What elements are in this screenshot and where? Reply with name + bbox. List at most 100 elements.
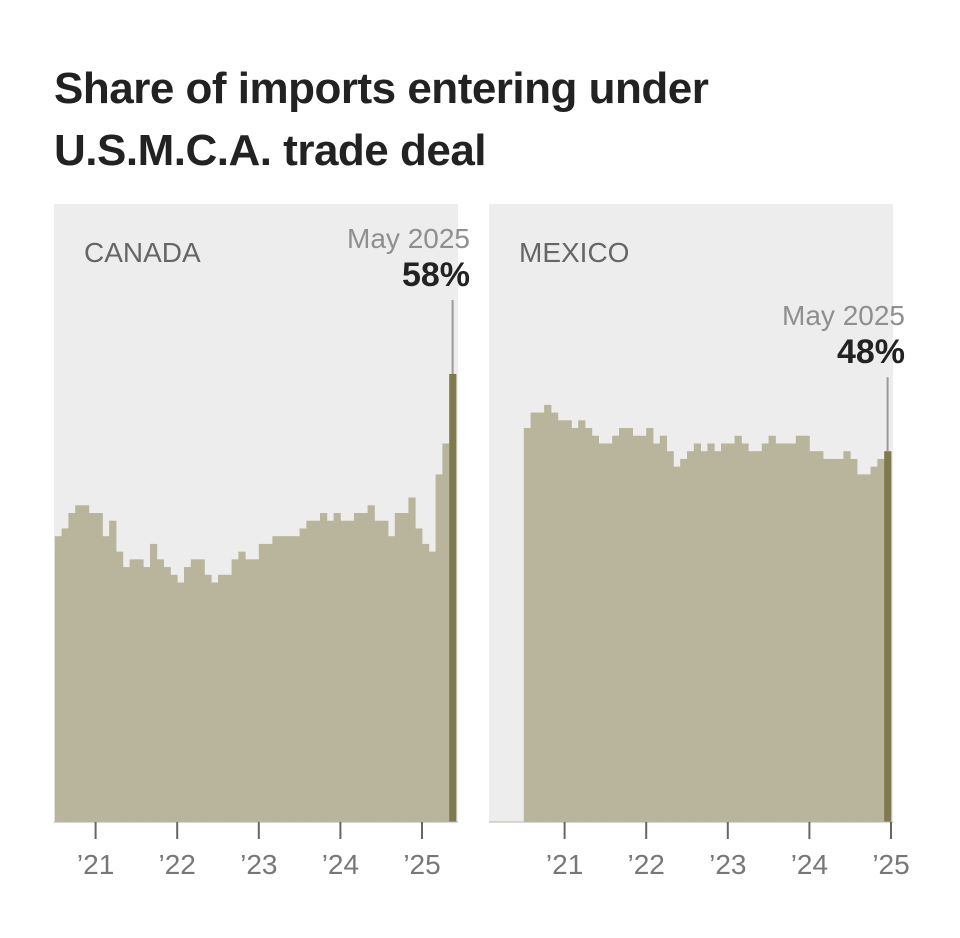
- bar: [639, 435, 647, 822]
- bar: [789, 443, 797, 822]
- bar: [156, 559, 164, 822]
- bar: [422, 543, 430, 822]
- bar: [367, 505, 375, 822]
- bar: [802, 435, 810, 822]
- bar: [734, 435, 742, 822]
- bar: [809, 451, 817, 822]
- bars-group: [54, 373, 457, 823]
- bar: [170, 574, 178, 822]
- bar: [184, 567, 192, 822]
- bar: [381, 520, 389, 822]
- bar: [571, 428, 579, 822]
- x-tick-label: ’24: [322, 849, 359, 880]
- bar: [177, 582, 185, 822]
- bar: [598, 443, 606, 822]
- bar: [755, 451, 763, 822]
- bar: [88, 513, 96, 822]
- bar: [306, 520, 314, 822]
- bar: [442, 443, 450, 822]
- bar: [653, 443, 661, 822]
- panel-canada: ’21 ’22 ’23 ’24 ’25 CANADA May 2025 58%: [54, 204, 470, 880]
- bar: [619, 428, 627, 822]
- bar: [218, 574, 226, 822]
- bar: [61, 528, 69, 822]
- bar: [354, 513, 362, 822]
- bar-latest: [884, 451, 892, 822]
- bar: [238, 551, 246, 823]
- bar: [245, 559, 253, 822]
- panel-label: CANADA: [84, 237, 201, 268]
- bar: [394, 513, 402, 822]
- bar: [680, 458, 688, 822]
- bar: [632, 435, 640, 822]
- bar: [326, 520, 334, 822]
- bar: [564, 420, 572, 822]
- bar: [360, 513, 368, 822]
- bar: [823, 458, 831, 822]
- panel-mexico: ’21 ’22 ’23 ’24 ’25 MEXICO May 2025 48%: [489, 204, 910, 880]
- bar: [782, 443, 790, 822]
- bar: [523, 428, 531, 822]
- bar: [224, 574, 232, 822]
- bar: [116, 551, 124, 823]
- bar: [857, 474, 865, 823]
- bar: [557, 420, 565, 822]
- bar: [829, 458, 837, 822]
- bar: [721, 443, 729, 822]
- x-tick-label: ’21: [77, 849, 114, 880]
- bar: [673, 466, 681, 822]
- bar: [102, 536, 110, 822]
- annotation-date: May 2025: [347, 223, 470, 254]
- bar: [700, 451, 708, 822]
- bar: [129, 559, 137, 822]
- bar: [693, 443, 701, 822]
- bar: [687, 451, 695, 822]
- bar: [707, 443, 715, 822]
- bar: [816, 451, 824, 822]
- bar: [95, 513, 103, 822]
- bar: [340, 520, 348, 822]
- bar: [54, 536, 62, 822]
- bar: [109, 520, 117, 822]
- bar: [197, 559, 205, 822]
- bar: [843, 451, 851, 822]
- bar: [82, 505, 90, 822]
- x-tick-label: ’23: [709, 849, 746, 880]
- x-axis-ticks: ’21 ’22 ’23 ’24 ’25: [77, 822, 441, 880]
- x-tick-label: ’23: [240, 849, 277, 880]
- bar: [850, 458, 858, 822]
- bar: [136, 559, 144, 822]
- bar: [863, 474, 871, 823]
- bar: [143, 567, 151, 822]
- bar: [666, 451, 674, 822]
- bar: [795, 435, 803, 822]
- bar: [646, 428, 654, 822]
- x-tick-label: ’25: [403, 849, 440, 880]
- bar: [292, 536, 300, 822]
- bar: [265, 543, 273, 822]
- x-axis-ticks: ’21 ’22 ’23 ’24 ’25: [546, 822, 910, 880]
- x-tick-label: ’22: [159, 849, 196, 880]
- bar: [320, 513, 328, 822]
- chart-title: Share of imports entering under U.S.M.C.…: [54, 64, 709, 175]
- bar: [299, 528, 307, 822]
- bar: [163, 567, 171, 822]
- bar: [591, 435, 599, 822]
- bar: [428, 551, 436, 823]
- bar: [122, 567, 130, 822]
- bar: [388, 536, 396, 822]
- bar: [347, 520, 355, 822]
- bar: [313, 520, 321, 822]
- panel-label: MEXICO: [519, 237, 629, 268]
- x-tick-label: ’25: [872, 849, 909, 880]
- bar: [714, 451, 722, 822]
- bar: [625, 428, 633, 822]
- bar: [333, 513, 341, 822]
- bar: [374, 520, 382, 822]
- bar: [286, 536, 294, 822]
- bar: [68, 513, 76, 822]
- bar: [612, 435, 620, 822]
- x-tick-label: ’24: [791, 849, 828, 880]
- bar: [748, 451, 756, 822]
